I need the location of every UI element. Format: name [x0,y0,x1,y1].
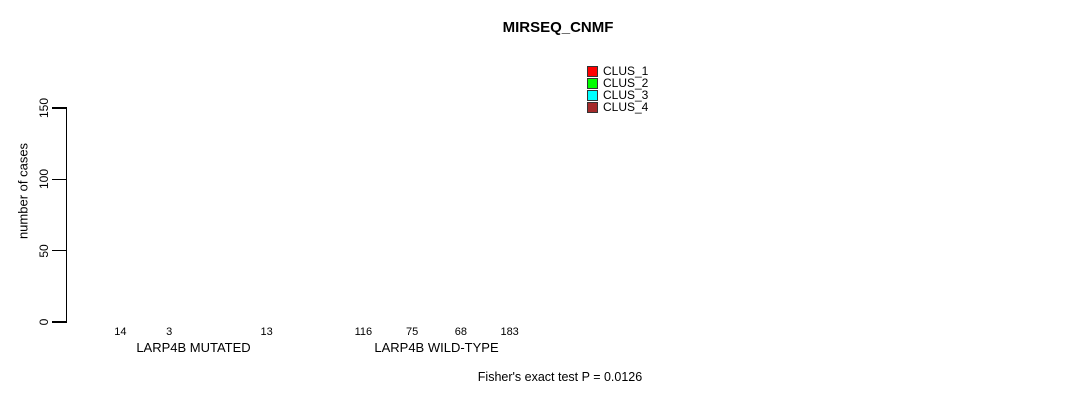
legend-swatch-icon [587,65,598,77]
legend-swatch-icon [587,90,598,102]
bar-value-label: 3 [166,326,173,338]
y-axis-tick-label: 100 [37,169,51,190]
legend-item-clus-4: CLUS_4 [587,100,649,115]
bar-value-label: 13 [260,326,273,338]
x-axis-group-label: LARP4B WILD-TYPE [374,340,499,355]
legend-label: CLUS_2 [603,75,649,90]
legend-label: CLUS_3 [603,88,649,103]
legend: CLUS_1 CLUS_2 CLUS_3 CLUS_4 [587,65,648,114]
legend-swatch-icon [587,77,598,89]
legend-swatch-icon [587,102,598,114]
bar-value-label: 14 [114,326,127,338]
y-axis-tick-label: 150 [37,97,51,119]
y-axis-tick [52,107,67,109]
bar-value-label: 68 [454,326,467,338]
footer-annotation: Fisher's exact test P = 0.0126 [477,370,643,384]
bar-value-label: 183 [500,326,519,338]
legend-label: CLUS_4 [603,100,649,115]
legend-item-clus-3: CLUS_3 [587,88,649,103]
y-axis-tick [52,321,67,323]
y-axis-line [65,107,67,323]
y-axis-tick [52,178,67,181]
legend-item-clus-1: CLUS_1 [587,65,648,77]
legend-label: CLUS_1 [603,63,649,78]
y-axis-label: number of cases [15,142,31,240]
y-axis-tick-label: 50 [37,243,51,258]
y-axis-tick-label: 0 [37,318,51,326]
chart-title: MIRSEQ_CNMF [502,19,614,36]
legend-item-clus-2: CLUS_2 [587,77,648,89]
y-axis-tick [52,249,67,252]
bar-value-label: 116 [354,326,373,338]
x-axis-group-label: LARP4B MUTATED [136,340,251,355]
bar-value-label: 75 [406,326,419,338]
